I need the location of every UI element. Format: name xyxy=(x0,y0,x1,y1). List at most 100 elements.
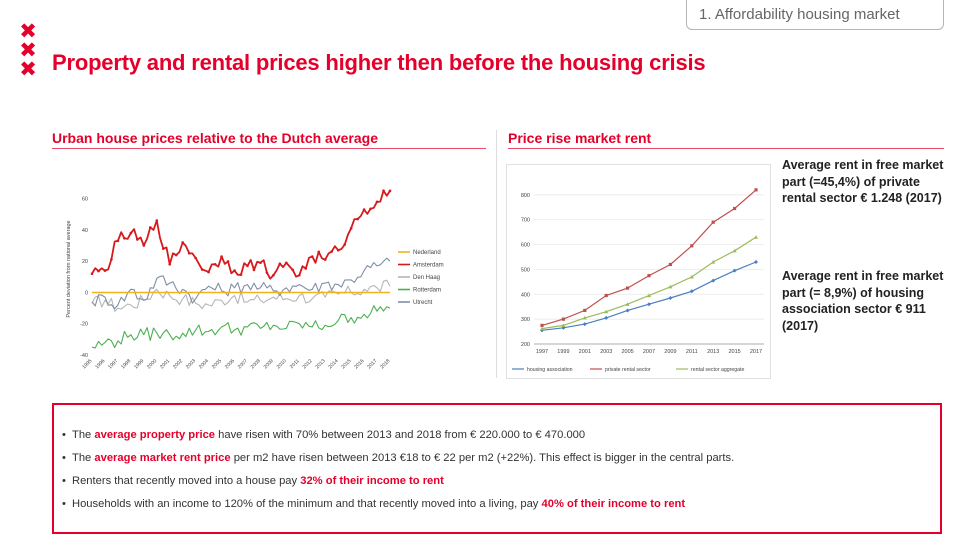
series-point-amsterdam xyxy=(278,262,282,265)
series-line-amsterdam xyxy=(91,189,391,280)
x-tick-label: 2012 xyxy=(302,358,314,370)
bullet-dot-icon: • xyxy=(62,475,66,487)
series-point xyxy=(604,309,609,314)
series-point-amsterdam xyxy=(272,273,275,277)
series-point-amsterdam xyxy=(103,269,107,272)
x-tick-label: 2015 xyxy=(728,349,740,355)
series-point xyxy=(583,308,587,313)
series-point-amsterdam xyxy=(310,255,314,258)
series-point-amsterdam xyxy=(246,264,249,268)
house-price-chart: Percent deviation from national average -… xyxy=(66,189,444,370)
series-point-amsterdam xyxy=(265,271,269,274)
left-panel-title: Urban house prices relative to the Dutch… xyxy=(52,130,378,146)
series-point-amsterdam xyxy=(382,189,385,192)
x-tick-label: 2004 xyxy=(198,358,210,370)
series-point xyxy=(647,274,651,278)
x-tick-label: 2017 xyxy=(366,358,378,370)
logo-cross-icon: ✖ xyxy=(19,57,37,81)
series-point-amsterdam xyxy=(233,269,236,272)
series-point xyxy=(647,293,651,298)
bullet-dot-icon: • xyxy=(62,429,66,441)
x-tick-label: 2002 xyxy=(172,358,184,370)
series-point xyxy=(711,259,716,264)
legend-label: housing association xyxy=(527,367,573,373)
series-point-amsterdam xyxy=(181,241,184,244)
series-point-amsterdam xyxy=(323,258,327,261)
series-point-amsterdam xyxy=(110,258,113,261)
x-tick-label: 2008 xyxy=(250,358,262,370)
series-point-amsterdam xyxy=(161,247,165,250)
series-point xyxy=(690,244,694,248)
series-point-amsterdam xyxy=(317,250,321,254)
y-tick-label: 200 xyxy=(521,342,530,348)
x-tick-label: 1998 xyxy=(120,358,132,370)
series-point-amsterdam xyxy=(226,260,230,263)
bullet-dot-icon: • xyxy=(62,452,66,464)
x-tick-label: 2001 xyxy=(579,349,591,355)
series-point xyxy=(689,274,694,279)
series-point-amsterdam xyxy=(220,255,223,258)
x-tick-label: 2005 xyxy=(211,358,223,370)
series-point-amsterdam xyxy=(168,263,172,266)
x-tick-label: 2005 xyxy=(621,349,633,355)
series-point xyxy=(540,328,544,333)
legend-label: Amsterdam xyxy=(413,263,444,269)
series-point-amsterdam xyxy=(187,251,191,255)
series-line-rotterdam xyxy=(91,305,391,349)
series-point xyxy=(582,315,587,320)
y-tick-label: 300 xyxy=(521,317,530,323)
series-point xyxy=(732,268,737,273)
series-point-amsterdam xyxy=(291,268,295,272)
bullet-dot-icon: • xyxy=(62,498,66,510)
series-point xyxy=(604,315,609,320)
series-point-amsterdam xyxy=(239,273,243,276)
series-point-amsterdam xyxy=(90,272,94,275)
x-tick-label: 2014 xyxy=(327,358,339,370)
market-rent-chart: 200 300 400 500 600 700 800 1997 1999 2001 2003 200… xyxy=(506,164,771,379)
series-point-amsterdam xyxy=(330,250,333,253)
x-tick-label: 2013 xyxy=(707,349,719,355)
series-point-amsterdam xyxy=(304,267,308,270)
legend-label: Utrecht xyxy=(413,300,433,306)
series-point-amsterdam xyxy=(356,217,359,221)
x-tick-label: 2010 xyxy=(276,358,288,370)
series-point-amsterdam xyxy=(336,248,340,252)
series-point xyxy=(711,278,716,283)
right-panel-rule xyxy=(508,148,944,149)
series-point xyxy=(604,293,608,298)
series-point-amsterdam xyxy=(213,263,217,266)
x-tick-label: 1999 xyxy=(557,349,569,355)
series-point xyxy=(625,302,630,306)
x-tick-label: 2015 xyxy=(340,358,352,370)
series-point xyxy=(540,326,544,331)
y-tick-label: 0 xyxy=(85,290,88,296)
x-tick-label: 1996 xyxy=(94,358,106,370)
legend-label: rental sector aggregate xyxy=(691,367,744,373)
x-tick-label: 2013 xyxy=(315,358,327,370)
logo: ✖ ✖ ✖ xyxy=(16,19,40,81)
key-fact-text: have risen with 70% between 2013 and 201… xyxy=(215,429,586,441)
key-fact-text: The xyxy=(72,429,95,441)
x-tick-label: 1997 xyxy=(107,358,119,370)
series-point xyxy=(711,220,715,224)
x-tick-label: 2011 xyxy=(289,358,301,370)
series-point xyxy=(754,259,758,264)
y-tick-label: 20 xyxy=(82,259,88,265)
key-fact-text: Renters that recently moved into a house… xyxy=(72,475,301,487)
series-point xyxy=(754,188,758,192)
legend-label: Rotterdam xyxy=(413,288,441,294)
series-point xyxy=(689,289,694,294)
series-line-utrecht xyxy=(91,257,391,310)
legend-label: private rental sector xyxy=(605,367,651,373)
key-fact-highlight: 40% of their income to rent xyxy=(541,498,686,510)
y-tick-label: 700 xyxy=(521,218,530,224)
x-tick-label: 2003 xyxy=(185,358,197,370)
series-point-amsterdam xyxy=(116,239,120,243)
x-tick-label: 2009 xyxy=(263,358,275,370)
series-point-amsterdam xyxy=(97,269,100,273)
logo-cross-icon: ✖ xyxy=(19,19,37,43)
x-tick-label: 2000 xyxy=(146,358,158,370)
y-tick-label: 60 xyxy=(82,197,88,203)
series-point-amsterdam xyxy=(362,208,366,211)
section-label: 1. Affordability housing market xyxy=(686,0,944,30)
